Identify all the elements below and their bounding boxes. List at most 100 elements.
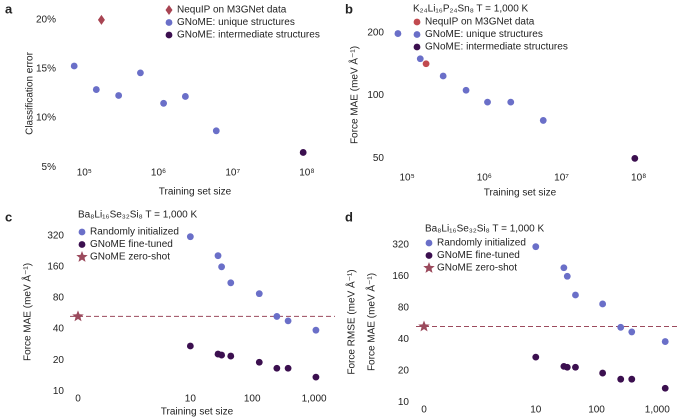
legend-label: GNoME zero-shot: [90, 252, 170, 263]
y-tick-label: 320: [47, 230, 64, 241]
data-point: [212, 127, 220, 135]
legend-label: GNoME: unique structures: [425, 29, 543, 40]
x-tick-label: 10⁶: [477, 173, 492, 184]
data-point: [532, 243, 540, 251]
legend-label: GNoME: intermediate structures: [425, 42, 568, 53]
legend-label: Randomly initialized: [437, 238, 526, 249]
x-tick-label: 1,000: [302, 394, 327, 405]
y-tick-label: 80: [53, 293, 65, 304]
data-point: [661, 384, 669, 392]
data-point: [563, 363, 571, 371]
y-tick-label: 200: [367, 27, 384, 38]
y-tick-label: 20: [398, 365, 410, 376]
data-point: [255, 290, 263, 298]
legend-marker: [165, 5, 173, 15]
legend-marker: [425, 239, 433, 247]
y-axis-label: Force MAE (meV Å⁻¹): [348, 46, 361, 144]
data-point: [284, 364, 292, 372]
y-axis-label: Classification error: [25, 51, 36, 134]
x-tick-label: 10⁷: [554, 173, 569, 184]
data-point: [539, 117, 547, 124]
y-tick-label: 40: [398, 334, 410, 345]
y-tick-label: 80: [398, 302, 410, 313]
x-tick-label: 100: [244, 394, 261, 405]
x-tick-label: 10⁷: [225, 168, 240, 179]
data-point: [137, 69, 144, 77]
legend-marker: [423, 262, 435, 273]
legend-marker: [165, 19, 173, 26]
data-point: [115, 92, 123, 99]
panel-title: Ba₈Li₁₆Se₃₂Si₈ T = 1,000 K: [78, 210, 198, 221]
data-point: [273, 364, 281, 372]
data-point: [284, 317, 292, 325]
legend-label: GNoME fine-tuned: [90, 239, 173, 250]
legend-marker: [413, 43, 421, 51]
data-point: [312, 373, 320, 381]
data-point: [462, 86, 470, 94]
legend-label: GNoME zero-shot: [437, 263, 517, 274]
panel-title: Ba₈Li₁₆Se₃₂Si₈ T = 1,000 K: [425, 224, 545, 235]
x-tick-label: 10: [530, 405, 542, 416]
legend-label: Randomly initialized: [90, 227, 179, 238]
y-axis-label: Force RMSE (meV Å⁻¹): [345, 269, 358, 374]
panel-label: c: [5, 209, 12, 224]
legend-label: GNoME fine-tuned: [437, 250, 520, 261]
data-point: [299, 149, 307, 156]
data-point: [661, 338, 669, 345]
legend-label: NequIP on M3GNet data: [425, 17, 535, 28]
x-axis-label: Training set size: [484, 188, 557, 199]
x-tick-label: 100: [588, 405, 605, 416]
x-tick-label: 10⁵: [77, 168, 92, 179]
data-point: [599, 300, 607, 308]
panel-label: b: [345, 1, 353, 16]
data-point: [186, 233, 194, 241]
data-point: [394, 30, 402, 37]
data-point: [186, 342, 194, 350]
y-tick-label: 50: [373, 153, 385, 164]
data-point: [439, 72, 447, 80]
y-tick-label: 20%: [36, 14, 56, 25]
legend-label: GNoME: intermediate structures: [177, 30, 320, 41]
data-point: [507, 98, 515, 106]
x-tick-label: 1,000: [645, 405, 670, 416]
data-point: [628, 328, 636, 336]
data-point: [214, 252, 222, 260]
y-tick-label: 160: [47, 261, 64, 272]
data-point: [572, 291, 579, 299]
data-point: [273, 313, 281, 320]
data-point: [572, 363, 579, 371]
data-point: [92, 86, 100, 93]
data-point: [97, 14, 105, 25]
data-point: [484, 98, 491, 106]
y-tick-label: 5%: [42, 162, 57, 173]
data-point: [563, 272, 571, 280]
legend-label: GNoME: unique structures: [177, 17, 295, 28]
x-tick-label: 10⁶: [151, 168, 166, 179]
y-tick-label: 40: [53, 324, 65, 335]
data-point: [532, 353, 540, 361]
data-point: [218, 351, 226, 359]
x-axis-label: Training set size: [161, 407, 234, 418]
x-axis-label: Training set size: [159, 187, 232, 198]
data-point: [72, 310, 84, 322]
y-tick-label: 15%: [36, 64, 56, 75]
data-point: [631, 155, 639, 162]
y-tick-label: 160: [392, 271, 409, 282]
data-point: [560, 264, 568, 272]
y-tick-label: 100: [367, 90, 384, 101]
legend-marker: [76, 251, 88, 262]
data-point: [181, 93, 189, 100]
data-point: [599, 369, 607, 377]
legend-marker: [413, 31, 421, 38]
data-point: [227, 352, 235, 360]
y-axis-label: Force MAE (meV Å⁻¹): [365, 273, 378, 371]
data-point: [218, 263, 226, 271]
data-point: [255, 358, 263, 366]
y-tick-label: 10%: [36, 113, 56, 124]
data-point: [227, 279, 235, 287]
data-point: [70, 62, 78, 70]
x-tick-label: 10⁵: [399, 173, 414, 184]
panel-label: a: [5, 1, 13, 16]
y-tick-label: 10: [53, 386, 65, 397]
data-point: [422, 60, 430, 68]
